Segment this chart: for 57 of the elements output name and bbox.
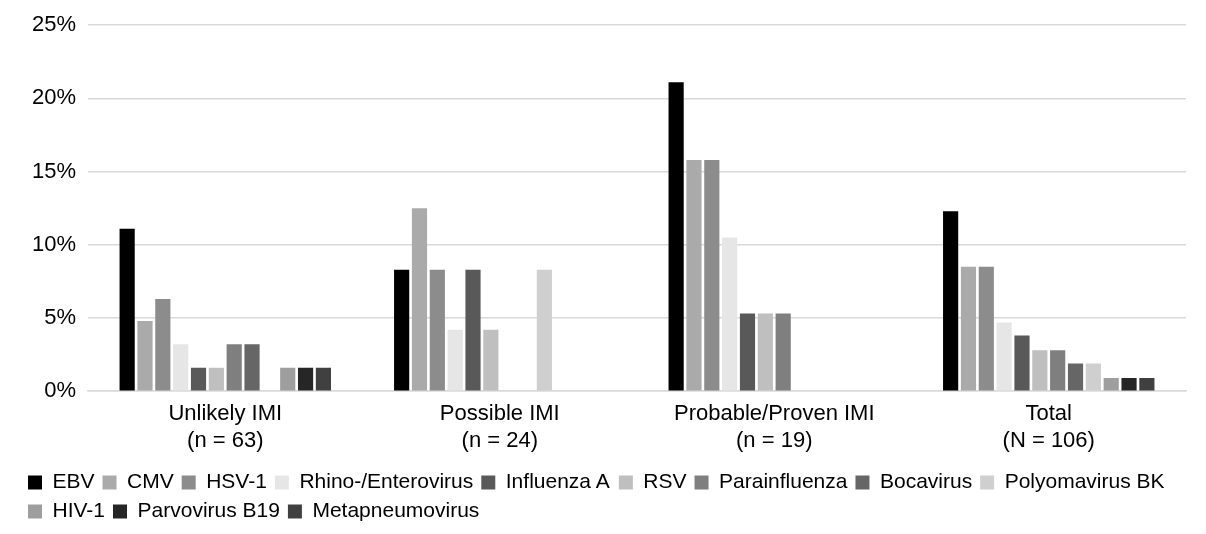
bar [429,269,445,391]
bar [190,367,207,391]
bar [686,159,702,391]
legend-label: Rhino-/Enterovirus [299,469,474,493]
bar [208,367,224,391]
legend-label: CMV [127,469,174,493]
bar [447,329,463,391]
x-tick-label: Total (N = 106) [1002,400,1095,452]
legend-label: Influenza A [505,469,610,493]
bar [483,329,499,391]
bar [173,344,189,391]
x-tick-label: Probable/Proven IMI (n = 19) [673,400,875,452]
legend-label: HIV-1 [52,498,106,522]
bar [465,269,481,391]
legend-label: EBV [52,469,95,493]
bar [960,266,977,391]
bar [119,228,135,391]
y-tick-label: 0% [44,377,77,403]
y-tick-label: 25% [31,11,77,37]
y-tick-label: 5% [44,304,77,330]
y-tick-label: 10% [31,230,77,256]
bar [315,367,331,391]
bar [757,313,773,391]
bar [1103,378,1119,391]
legend-label: Bocavirus [879,469,973,493]
bar [297,367,314,391]
bar [1014,335,1030,391]
bar [280,367,296,391]
bar [775,313,791,391]
bar [978,266,994,391]
bar [137,320,153,391]
bar [943,211,959,391]
legend-label: Parainfluenza [719,469,848,493]
legend-label: Metapneumovirus [312,498,480,522]
bar [1032,350,1048,391]
bar [1121,378,1137,391]
legend-label: Polyomavirus BK [1004,469,1165,493]
bar [1050,350,1066,391]
legend-label: Parvovirus B19 [137,498,280,522]
x-tick-label: Possible IMI (n = 24) [439,400,560,452]
bar [411,208,428,391]
bar [155,298,171,391]
bar [668,82,684,391]
bar [996,322,1012,391]
legend-label: RSV [643,469,687,493]
bar [704,159,720,391]
x-tick-label: Unlikely IMI (n = 63) [168,400,283,452]
bar [394,269,410,391]
legend-label: HSV-1 [206,469,267,493]
bar [1067,363,1084,391]
bar [739,313,756,391]
y-tick-label: 20% [31,84,77,110]
y-tick-label: 15% [31,157,77,183]
bar [1139,378,1155,391]
bar [244,344,260,391]
bar [722,237,738,391]
bar [226,344,242,391]
